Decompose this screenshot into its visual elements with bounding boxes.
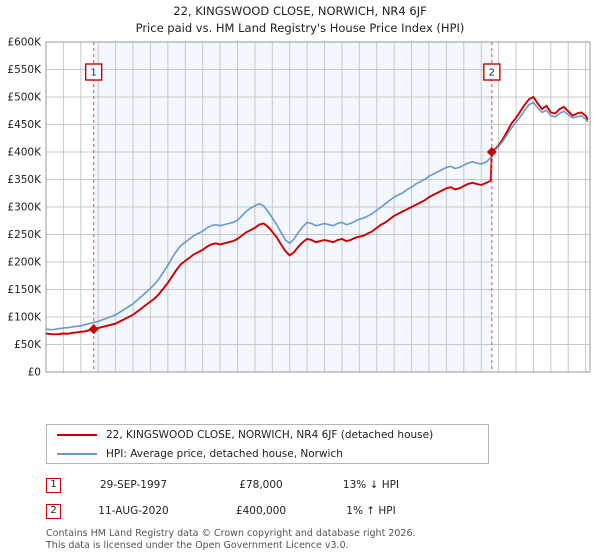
svg-text:£150K: £150K [7, 284, 42, 296]
chart-legend: 22, KINGSWOOD CLOSE, NORWICH, NR4 6JF (d… [46, 424, 489, 464]
svg-text:£250K: £250K [7, 229, 42, 241]
svg-text:£350K: £350K [7, 174, 42, 186]
svg-text:£450K: £450K [7, 119, 42, 131]
transaction-table: 1 29-SEP-1997 £78,000 13% ↓ HPI 2 11-AUG… [46, 472, 466, 524]
data-series [45, 96, 589, 336]
legend-label-hpi: HPI: Average price, detached house, Norw… [106, 447, 343, 460]
transaction-date: 29-SEP-1997 [99, 479, 168, 491]
status-badge: 2 [46, 503, 61, 519]
table-row: 2 11-AUG-2020 £400,000 1% ↑ HPI [46, 498, 466, 524]
y-axis-labels: £0 £50K £100K £150K £200K £250K £300K £350K £400… [7, 37, 42, 377]
chart-plot-area: £0 £50K £100K £150K £200K £250K £300K £350K £400… [0, 36, 600, 376]
legend-swatch-blue-icon [57, 452, 97, 455]
legend-item-hpi: HPI: Average price, detached house, Norw… [47, 444, 488, 463]
footer-line-copyright: Contains HM Land Registry data © Crown c… [46, 528, 416, 539]
footer-line-licence: This data is licensed under the Open Gov… [46, 539, 349, 551]
page-title: 22, KINGSWOOD CLOSE, NORWICH, NR4 6JF Pr… [0, 3, 600, 37]
transaction-price: £78,000 [239, 479, 283, 491]
svg-text:1: 1 [91, 68, 97, 79]
svg-text:£500K: £500K [7, 92, 42, 104]
svg-text:£200K: £200K [7, 257, 42, 269]
svg-text:2: 2 [489, 68, 495, 79]
legend-label-price-paid: 22, KINGSWOOD CLOSE, NORWICH, NR4 6JF (d… [106, 428, 434, 441]
status-badge: 1 [46, 477, 61, 493]
svg-text:£600K: £600K [7, 37, 42, 49]
svg-text:£0: £0 [28, 367, 41, 377]
price-history-line-chart: £0 £50K £100K £150K £200K £250K £300K £350K £400… [7, 37, 591, 377]
svg-text:£100K: £100K [7, 312, 42, 324]
transaction-price: £400,000 [235, 505, 287, 517]
svg-text:£400K: £400K [7, 147, 42, 159]
transaction-hpi-delta: 1% ↑ HPI [346, 505, 396, 517]
svg-text:£50K: £50K [14, 339, 42, 351]
svg-text:£300K: £300K [7, 202, 42, 214]
table-row: 1 29-SEP-1997 £78,000 13% ↓ HPI [46, 472, 466, 498]
transaction-marker-lines [93, 42, 493, 372]
chart-subtitle: Price paid vs. HM Land Registry's House … [135, 21, 465, 35]
legend-swatch-red-icon [57, 433, 97, 436]
transaction-marker-points [88, 147, 497, 335]
transaction-date: 11-AUG-2020 [98, 505, 169, 517]
chart-title: 22, KINGSWOOD CLOSE, NORWICH, NR4 6JF [173, 4, 427, 18]
svg-text:£550K: £550K [7, 64, 42, 76]
legend-item-price-paid: 22, KINGSWOOD CLOSE, NORWICH, NR4 6JF (d… [47, 425, 488, 444]
footer-attribution: Contains HM Land Registry data © Crown c… [46, 528, 586, 551]
axis-frame [45, 41, 591, 373]
grid-lines [45, 41, 590, 373]
transaction-hpi-delta: 13% ↓ HPI [342, 479, 400, 491]
